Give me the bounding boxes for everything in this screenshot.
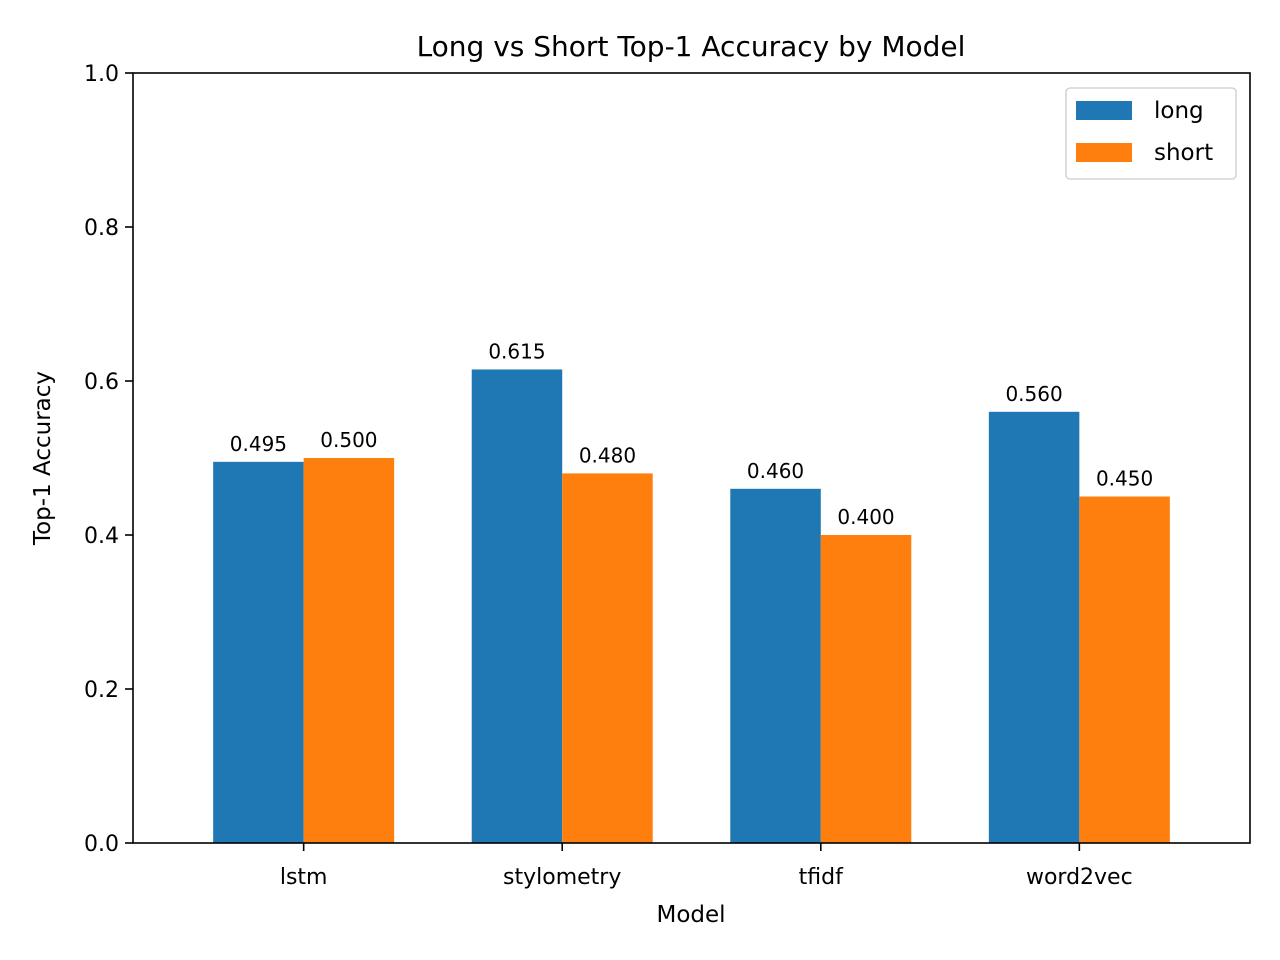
bar-short-stylometry [562, 473, 653, 843]
data-label-long-word2vec: 0.560 [1005, 382, 1062, 406]
x-tick-label-lstm: lstm [280, 865, 328, 890]
bar-long-word2vec [988, 411, 1080, 843]
data-label-long-lstm: 0.495 [230, 432, 287, 456]
y-tick-label: 0.6 [84, 370, 119, 395]
legend-swatch-short [1076, 143, 1132, 162]
bar-long-lstm [213, 461, 304, 843]
legend-label-long: long [1154, 98, 1204, 124]
bar-long-stylometry [471, 369, 563, 843]
x-axis-ticks: lstm stylometry tfidf word2vec [280, 843, 1133, 890]
chart-title: Long vs Short Top-1 Accuracy by Model [417, 30, 966, 63]
data-label-short-stylometry: 0.480 [579, 443, 636, 467]
x-tick-label-word2vec: word2vec [1026, 865, 1133, 890]
y-tick-label: 0.8 [84, 216, 119, 241]
legend: long short [1065, 87, 1237, 180]
y-tick-label: 0.2 [84, 678, 119, 703]
data-labels-group: 0.495 0.615 0.460 0.560 0.500 0.480 0.400 0.450 [230, 339, 1153, 529]
y-axis-ticks: 0.0 0.2 0.4 0.6 0.8 1.0 [84, 62, 133, 857]
x-tick-label-tfidf: tfidf [799, 865, 844, 890]
data-label-long-stylometry: 0.615 [488, 339, 545, 363]
legend-swatch-long [1076, 101, 1132, 120]
bar-short-tfidf [820, 535, 912, 843]
y-axis-label: Top-1 Accuracy [30, 371, 56, 546]
y-tick-label: 0.0 [84, 832, 119, 857]
bar-short-word2vec [1079, 496, 1170, 843]
data-label-short-lstm: 0.500 [320, 428, 377, 452]
data-label-short-tfidf: 0.400 [837, 505, 894, 529]
y-tick-label: 1.0 [84, 62, 119, 87]
data-label-short-word2vec: 0.450 [1096, 467, 1153, 491]
bar-long-tfidf [730, 488, 821, 843]
x-tick-label-stylometry: stylometry [503, 865, 621, 890]
data-label-long-tfidf: 0.460 [747, 459, 804, 483]
legend-label-short: short [1154, 140, 1213, 166]
bars-group [213, 369, 1170, 843]
y-tick-label: 0.4 [84, 524, 119, 549]
bar-short-lstm [303, 458, 395, 843]
plot-frame [132, 72, 1251, 844]
x-axis-label: Model [656, 902, 725, 928]
